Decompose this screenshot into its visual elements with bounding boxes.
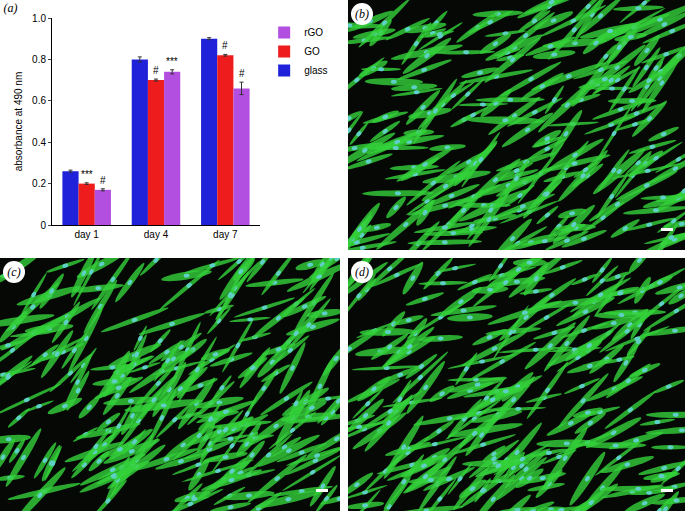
- svg-text:0.4: 0.4: [32, 137, 46, 148]
- svg-text:glass: glass: [304, 65, 327, 76]
- svg-text:rGO: rGO: [304, 27, 323, 38]
- svg-text:0: 0: [40, 220, 46, 231]
- svg-text:(c): (c): [7, 265, 20, 279]
- svg-text:absorbance at 490 nm: absorbance at 490 nm: [13, 72, 24, 172]
- svg-text:#: #: [222, 40, 228, 51]
- svg-text:day 4: day 4: [144, 229, 169, 240]
- svg-text:***: ***: [81, 169, 93, 180]
- svg-text:(a): (a): [3, 1, 17, 15]
- svg-text:0.6: 0.6: [32, 95, 46, 106]
- svg-text:0.8: 0.8: [32, 54, 46, 65]
- svg-text:1.0: 1.0: [32, 13, 46, 24]
- svg-text:day 1: day 1: [74, 229, 99, 240]
- svg-text:0.2: 0.2: [32, 178, 46, 189]
- svg-text:day 7: day 7: [213, 229, 238, 240]
- svg-text:#: #: [153, 65, 159, 76]
- svg-text:(b): (b): [355, 7, 369, 21]
- svg-text:#: #: [100, 175, 106, 186]
- svg-text:(d): (d): [355, 265, 369, 279]
- svg-text:***: ***: [166, 56, 178, 67]
- svg-text:#: #: [239, 68, 245, 79]
- svg-text:GO: GO: [304, 46, 320, 57]
